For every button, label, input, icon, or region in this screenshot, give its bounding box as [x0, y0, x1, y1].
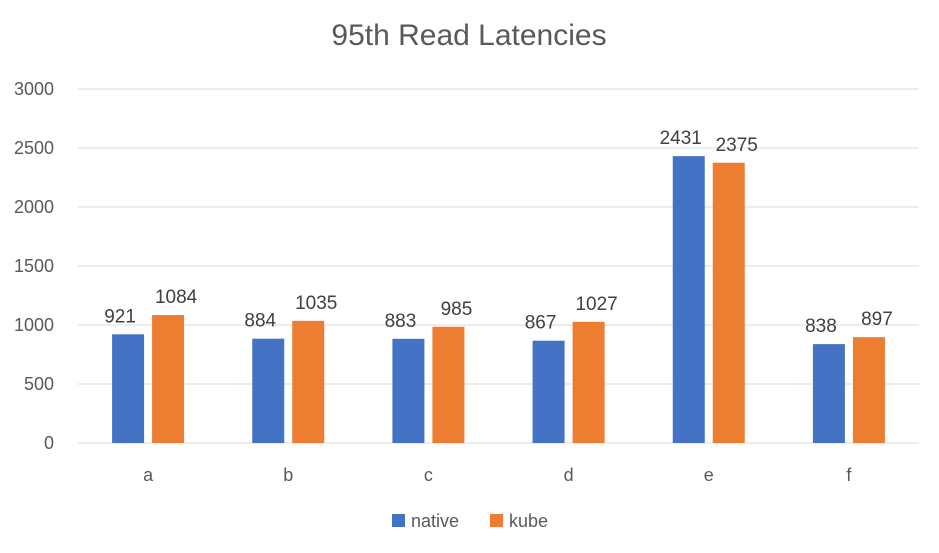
y-axis-ticks: 0 500 1000 1500 2000 2500 3000 — [14, 79, 54, 453]
data-labels: 921 1084 884 1035 883 985 867 1027 2431 2375 838 89… — [104, 128, 893, 337]
y-tick-label: 2000 — [14, 197, 54, 217]
y-tick-label: 0 — [44, 433, 54, 453]
chart-title: 95th Read Latencies — [331, 19, 606, 52]
x-tick-label: f — [846, 465, 852, 485]
data-label-kube-f: 897 — [861, 309, 893, 330]
x-tick-label: b — [283, 465, 293, 485]
bar-native-d — [532, 340, 565, 443]
x-tick-label: d — [564, 465, 574, 485]
y-tick-label: 2500 — [14, 138, 54, 158]
bars — [112, 156, 885, 443]
y-tick-label: 1000 — [14, 315, 54, 335]
data-label-native-b: 884 — [244, 311, 276, 332]
data-label-native-e: 2431 — [660, 128, 702, 149]
y-tick-label: 1500 — [14, 256, 54, 276]
x-tick-label: e — [704, 465, 714, 485]
x-axis-ticks: a b c d e f — [143, 465, 852, 485]
bar-native-f — [812, 344, 845, 443]
data-label-native-c: 883 — [385, 311, 417, 332]
bar-native-c — [392, 338, 425, 443]
legend-label-kube: kube — [509, 511, 548, 531]
data-label-kube-a: 1084 — [155, 287, 198, 308]
bar-native-b — [252, 338, 285, 443]
x-tick-label: c — [424, 465, 433, 485]
data-label-native-a: 921 — [104, 306, 136, 327]
gridlines — [78, 88, 919, 444]
y-tick-label: 500 — [24, 374, 54, 394]
legend-swatch-native — [392, 514, 405, 527]
data-label-kube-c: 985 — [441, 299, 473, 320]
bar-kube-a — [152, 315, 185, 443]
bar-kube-e — [712, 162, 745, 443]
bar-kube-b — [292, 320, 325, 443]
legend: native kube — [392, 511, 548, 531]
bar-kube-f — [852, 337, 885, 443]
data-label-kube-d: 1027 — [575, 294, 617, 315]
data-label-kube-b: 1035 — [295, 293, 337, 314]
data-label-native-f: 838 — [805, 316, 837, 337]
data-label-native-d: 867 — [525, 313, 557, 334]
legend-swatch-kube — [490, 514, 503, 527]
bar-native-e — [672, 156, 705, 443]
bar-kube-c — [432, 326, 465, 443]
y-tick-label: 3000 — [14, 79, 54, 99]
legend-label-native: native — [411, 511, 459, 531]
data-label-kube-e: 2375 — [716, 135, 758, 156]
bar-kube-d — [572, 321, 605, 443]
bar-native-a — [112, 334, 145, 443]
x-tick-label: a — [143, 465, 154, 485]
